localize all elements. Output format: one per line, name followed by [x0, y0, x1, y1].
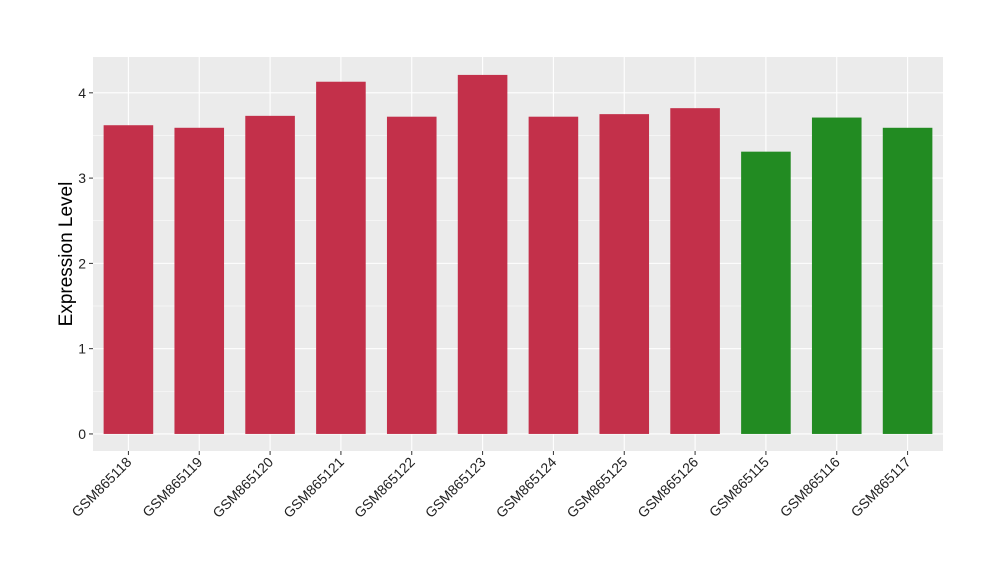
- bar-GSM865117: [882, 127, 933, 434]
- bar-GSM865116: [811, 117, 862, 434]
- x-tick-label: GSM865123: [422, 454, 489, 521]
- plot-panel: [93, 57, 943, 451]
- bar-GSM865122: [386, 116, 437, 434]
- bar-GSM865120: [245, 115, 295, 434]
- bar-GSM865115: [741, 151, 791, 434]
- bar-GSM865123: [457, 74, 508, 434]
- y-tick-label: 3: [78, 170, 86, 186]
- y-tick-label: 2: [78, 255, 86, 271]
- y-axis-label: Expression Level: [56, 182, 77, 327]
- y-tick-label: 1: [78, 341, 86, 357]
- x-tick-label: GSM865122: [351, 454, 418, 521]
- x-tick-label: GSM865121: [280, 454, 347, 521]
- bar-GSM865118: [103, 125, 154, 434]
- x-tick-label: GSM865125: [563, 454, 630, 521]
- x-tick-label: GSM865124: [493, 454, 560, 521]
- x-tick-label: GSM865120: [209, 454, 276, 521]
- bar-GSM865125: [599, 114, 650, 434]
- bar-GSM865124: [528, 116, 579, 434]
- bar-GSM865121: [316, 81, 366, 434]
- y-tick-label: 0: [78, 426, 86, 442]
- x-tick-label: GSM865116: [777, 454, 843, 520]
- bar-GSM865126: [670, 108, 720, 434]
- x-tick-label: GSM865119: [139, 454, 205, 520]
- bar-GSM865119: [174, 127, 225, 434]
- y-tick-label: 4: [78, 85, 86, 101]
- x-tick-label: GSM865115: [706, 454, 772, 520]
- x-tick-label: GSM865117: [848, 454, 914, 520]
- x-tick-label: GSM865126: [634, 454, 701, 521]
- x-tick-label: GSM865118: [68, 454, 134, 520]
